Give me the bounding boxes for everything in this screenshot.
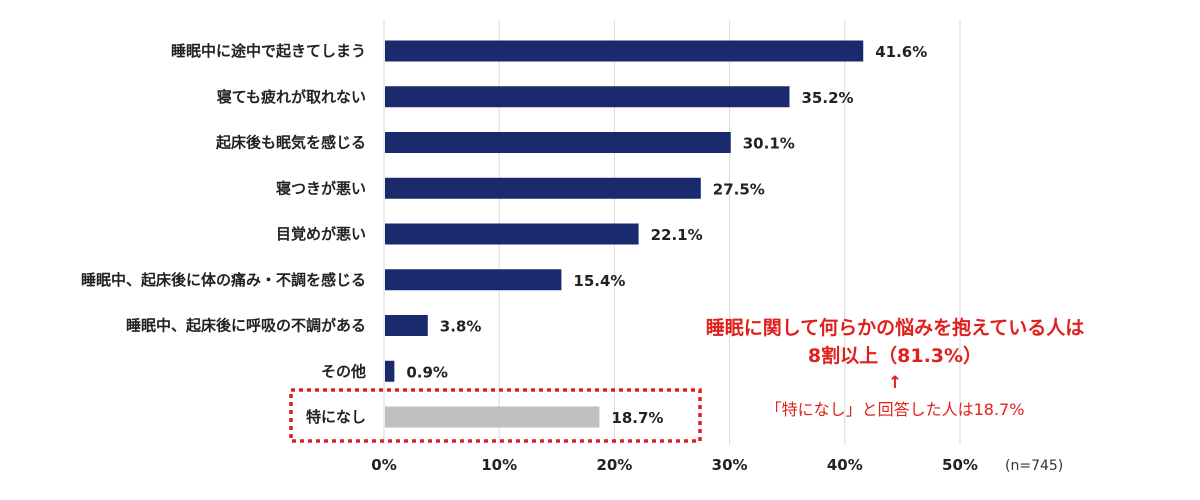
category-label: 睡眠中に途中で起きてしまう — [171, 42, 366, 60]
x-tick-label: 10% — [481, 456, 517, 474]
x-tick-label: 0% — [371, 456, 396, 474]
value-label: 3.8% — [440, 318, 482, 336]
category-label: 目覚めが悪い — [276, 225, 366, 243]
value-label: 0.9% — [406, 363, 448, 381]
category-label: 睡眠中、起床後に体の痛み・不調を感じる — [81, 271, 366, 289]
x-tick-label: 20% — [596, 456, 632, 474]
bar — [385, 132, 731, 153]
value-label: 35.2% — [802, 89, 854, 107]
bar — [385, 40, 864, 62]
category-label: 睡眠中、起床後に呼吸の不調がある — [126, 317, 366, 335]
bar — [385, 315, 428, 336]
value-labels: 41.6% 35.2% 30.1% 27.5% 22.1% 15.4% 3.8% 0.9% 18… — [406, 43, 927, 427]
x-tick-label: 30% — [712, 456, 748, 474]
sample-size-note: (n=745) — [1005, 458, 1063, 474]
category-label: 起床後も眠気を感じる — [215, 134, 366, 152]
value-label: 30.1% — [743, 135, 795, 153]
category-label: 特になし — [306, 408, 366, 426]
category-labels: 睡眠中に途中で起きてしまう寝ても疲れが取れない起床後も眠気を感じる寝つきが悪い目… — [81, 42, 366, 426]
value-label: 15.4% — [573, 272, 625, 290]
annotation-arrow: ↑ — [888, 373, 902, 393]
highlight-box — [289, 388, 702, 443]
category-label: その他 — [321, 362, 366, 380]
annotation-line2: 8割以上（81.3%） — [808, 344, 982, 367]
bar — [385, 360, 395, 382]
x-tick-label: 40% — [827, 456, 863, 474]
category-label: 寝つきが悪い — [276, 179, 366, 197]
value-label: 18.7% — [611, 409, 663, 427]
bar — [385, 269, 562, 291]
annotation-line1: 睡眠に関して何らかの悩みを抱えている人は — [706, 316, 1084, 339]
annotation: 睡眠に関して何らかの悩みを抱えている人は 8割以上（81.3%） ↑ 「特になし… — [706, 316, 1084, 419]
x-axis-tick-labels: 0% 10% 20% 30% 40% 50% — [371, 456, 978, 474]
bar — [385, 86, 790, 108]
bars — [385, 40, 864, 428]
bar — [385, 223, 639, 245]
value-label: 27.5% — [713, 180, 765, 198]
bar — [385, 177, 701, 199]
value-label: 41.6% — [875, 43, 927, 61]
annotation-line3: 「特になし」と回答した人は18.7% — [766, 400, 1025, 419]
value-label: 22.1% — [651, 226, 703, 244]
category-label: 寝ても疲れが取れない — [217, 88, 366, 106]
x-tick-label: 50% — [942, 456, 978, 474]
bar — [385, 406, 600, 428]
